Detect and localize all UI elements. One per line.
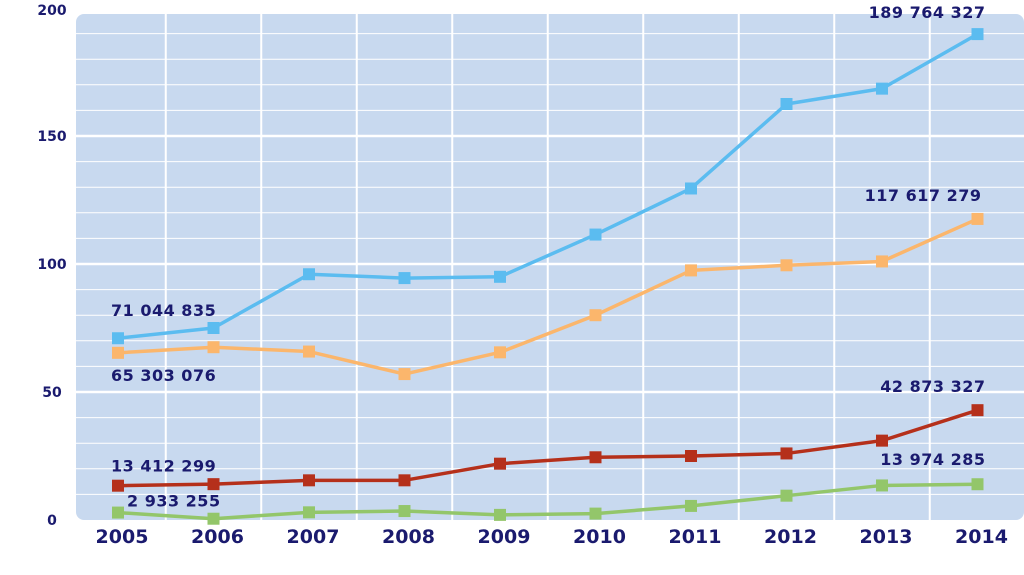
y-tick-label: 150	[37, 129, 66, 145]
x-tick-label: 2006	[191, 526, 244, 548]
data-point-orange	[303, 345, 315, 358]
data-point-orange	[589, 309, 602, 322]
series-green	[112, 478, 984, 525]
data-point-red	[685, 450, 697, 462]
data-point-green	[494, 508, 506, 521]
data-point-green	[207, 512, 220, 525]
series-blue	[112, 28, 984, 345]
data-point-orange	[685, 264, 697, 277]
data-point-green	[685, 499, 697, 512]
data-label: 189 764 327	[869, 3, 986, 22]
series-line-red	[117, 408, 979, 488]
data-point-green	[589, 507, 602, 520]
data-point-red	[112, 479, 124, 492]
data-point-blue	[589, 228, 602, 241]
data-point-blue	[112, 332, 124, 345]
grid	[76, 14, 1024, 520]
data-point-red	[207, 478, 220, 491]
data-point-blue	[303, 268, 315, 281]
data-point-green	[876, 479, 888, 492]
series	[112, 28, 984, 525]
data-point-orange	[780, 259, 793, 272]
x-tick-label: 2008	[382, 526, 435, 548]
x-tick-label: 2013	[860, 526, 913, 548]
x-tick-label: 2005	[96, 526, 149, 548]
data-point-blue	[207, 322, 220, 334]
series-red	[112, 404, 984, 492]
data-labels: 71 044 835 189 764 327 65 303 076 117 617 2…	[111, 3, 986, 511]
data-point-blue	[971, 28, 984, 41]
data-point-orange	[494, 346, 506, 359]
x-tick-label: 2009	[478, 526, 531, 548]
data-point-blue	[780, 98, 793, 110]
data-point-blue	[876, 82, 888, 95]
data-point-green	[398, 505, 411, 518]
data-label: 117 617 279	[865, 186, 982, 205]
data-label: 42 873 327	[880, 377, 985, 396]
x-tick-label: 2011	[669, 526, 722, 548]
series-line-green	[117, 482, 978, 521]
data-point-orange	[207, 341, 220, 354]
x-tick-label: 2014	[955, 526, 1008, 548]
data-point-blue	[685, 182, 697, 195]
data-point-green	[971, 478, 984, 491]
data-label: 13 974 285	[880, 450, 985, 469]
y-axis-ticks: 0 50 100 150 200	[37, 3, 66, 529]
data-point-blue	[398, 272, 411, 285]
data-point-red	[876, 434, 888, 447]
data-label: 13 412 299	[111, 457, 216, 476]
data-point-red	[971, 404, 984, 417]
data-point-orange	[398, 368, 411, 381]
data-point-orange	[876, 255, 888, 268]
data-label: 2 933 255	[127, 492, 221, 511]
x-tick-label: 2010	[573, 526, 626, 548]
plot-background	[76, 14, 1024, 520]
series-line-blue	[117, 32, 979, 340]
data-point-red	[589, 451, 602, 464]
y-tick-label: 100	[37, 257, 66, 273]
series-line-orange	[117, 217, 979, 376]
data-point-orange	[112, 346, 124, 359]
data-point-red	[780, 447, 793, 460]
y-tick-label: 50	[42, 385, 62, 401]
data-point-red	[398, 474, 411, 487]
y-tick-label: 0	[47, 513, 57, 529]
data-point-red	[303, 474, 315, 487]
data-point-blue	[494, 270, 506, 283]
data-label: 65 303 076	[111, 366, 216, 385]
x-tick-label: 2007	[287, 526, 340, 548]
x-tick-label: 2012	[764, 526, 817, 548]
data-point-orange	[971, 212, 984, 225]
series-orange	[112, 212, 984, 381]
data-point-green	[303, 506, 315, 519]
data-point-red	[494, 457, 506, 470]
y-tick-label: 200	[37, 3, 66, 19]
x-axis-ticks: 2005 2006 2007 2008 2009 2010 2011 2012 2013 2014	[96, 526, 1008, 548]
data-point-green	[112, 506, 124, 519]
data-label: 71 044 835	[111, 301, 216, 320]
data-point-green	[780, 489, 793, 502]
